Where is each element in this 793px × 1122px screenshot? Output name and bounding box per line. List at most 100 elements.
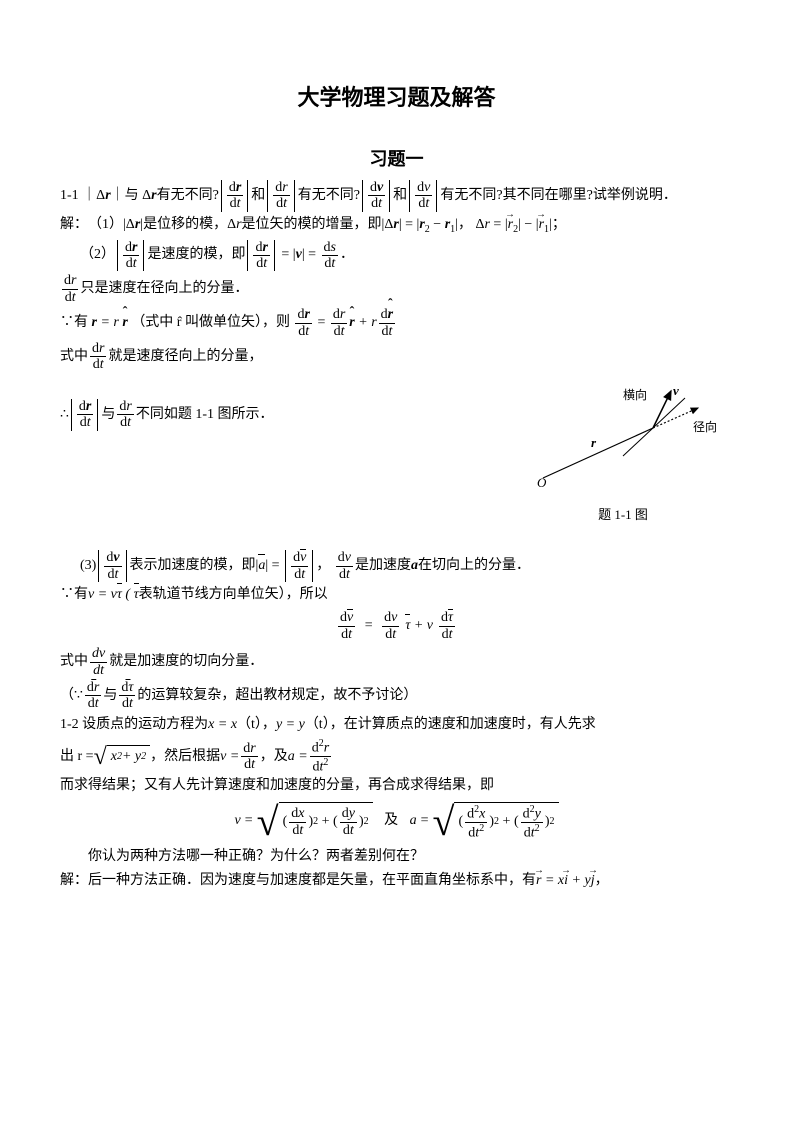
frac-drdt-bold-1: drdt [219, 180, 251, 212]
sol-label-2: 解： [60, 870, 88, 892]
frac-drdt-plain-3: drdt [90, 341, 106, 373]
frac-drdt-bold-3: drdt [245, 240, 277, 272]
q1-p10-line: （ ∵ drdt 与 dτdt 的运算较复杂，超出教材规定，故不予讨论） [60, 680, 733, 712]
frac-dvdt-scalar: dvdt [336, 550, 353, 582]
eq-r-rhat: r = r r [92, 312, 128, 334]
frac-drdt-plain-2: drdt [62, 273, 78, 305]
frac-drdt-bold-2: drdt [115, 240, 147, 272]
figure-caption: 题 1-1 图 [513, 505, 733, 526]
frac-dtauhatdt: dτdt [119, 680, 135, 712]
q2-line1: 1-2 设质点的运动方程为 x = x （t）， y = y （t），在计算质点… [60, 714, 733, 736]
q1-p10-b: 与 [103, 685, 117, 707]
frac-drdt-plain-1: drdt [265, 180, 297, 212]
q1-p3-line: drdt 只是速度在径向上的分量． [60, 273, 733, 305]
q1-text-f: 和 [393, 185, 407, 207]
frac-dvdt-bold-2: dvdt [96, 550, 129, 582]
frac-drhatdt: drdt [85, 680, 101, 712]
q1-p3: 只是速度在径向上的分量． [80, 278, 248, 300]
q2-line2: 出 r = √x2 + y2 ，然后根据 v = drdt ，及 a = d2r… [60, 738, 733, 797]
eq-abar: |a| = [256, 555, 284, 577]
q1-p8-line: ∵有 v = vτ ( τ 表轨道节线方向单位矢），所以 [60, 584, 733, 606]
fig-label-O: O [537, 475, 547, 490]
period-1: ． [340, 244, 354, 266]
frac-dvbardt: dvdt [283, 550, 316, 582]
because-1: ∵有 [60, 312, 88, 334]
q2-eq-x: x = x [208, 714, 237, 736]
q2-text-d: ，然后根据 [150, 746, 220, 768]
q2-text-g: 你认为两种方法哪一种正确？为什么？两者差别何在？ [60, 846, 733, 868]
q2-eq-a: a = [288, 746, 308, 768]
q2-text-h: 后一种方法正确．因为速度与加速度都是矢量，在平面直角坐标系中，有 [88, 870, 536, 892]
q2-text-b: （t），在计算质点的速度和加速度时，有人先求 [305, 714, 596, 736]
eq-drdt-left: drdt [295, 307, 311, 339]
frac-dvdt-plain-1: dvdt [407, 180, 440, 212]
figure-1-1: O r v 径向 横向 [523, 383, 723, 501]
q1-line1: 1-1 ｜Δ r ｜与 Δ r 有无不同? drdt 和 drdt 有无不同? … [60, 180, 733, 212]
fig-label-radial: 径向 [693, 419, 717, 434]
eq-dr2: Δr = |r2| − |r1| [475, 214, 551, 238]
q1-p1-c: 是位矢的模的增量，即 [242, 214, 382, 236]
q1-p1-b: 是位移的模，Δ [143, 214, 236, 236]
page-title: 大学物理习题及解答 [60, 80, 733, 115]
q1-p7-b: 是加速度 [355, 555, 411, 577]
q2-sol-line: 解： 后一种方法正确．因为速度与加速度都是矢量，在平面直角坐标系中，有 r = … [60, 870, 733, 892]
q1-p7-a: 表示加速度的模，即 [130, 555, 256, 577]
comma-1: ， [458, 214, 472, 236]
q1-p6-b: 不同如题 1-1 图所示． [136, 404, 274, 426]
frac-drdt-v: drdt [241, 741, 257, 773]
q2-text-c: 出 r = [60, 746, 94, 768]
q2-big-eq: v= √ (dxdt)2 + (dydt)2 及 a= √ (d2xdt2)2 … [60, 802, 733, 842]
eq-v-vtau: v = vτ ( τ [88, 584, 139, 606]
q1-p5-b: 就是速度径向上的分量， [108, 346, 262, 368]
eq-drdt-term1: drdt [331, 307, 347, 339]
q1-p7-line: (3) dvdt 表示加速度的模，即 |a| = dvdt ， dvdt 是加速… [80, 550, 733, 582]
q1-sol1: 解： （1） |Δr| 是位移的模，Δ r 是位矢的模的增量，即 |Δr| = … [60, 214, 733, 238]
eq-drdt-term2: drdt [379, 307, 395, 339]
q2-text-a: 设质点的运动方程为 [82, 714, 208, 736]
because-3: ∵ [74, 685, 83, 707]
q1-p2-b: 是速度的模，即 [147, 244, 245, 266]
eq-speed-1: = |v| = [278, 244, 320, 266]
eq-rhat-plus: r + r [349, 312, 376, 334]
q1-p9-b: 就是加速度的切向分量． [109, 651, 263, 673]
q1-sol2: （2） drdt 是速度的模，即 drdt = |v| = dsdt ． [80, 240, 733, 272]
semicolon-1: ； [552, 214, 566, 236]
q1-p7-c: 在切向上的分量． [418, 555, 530, 577]
q1-text-d: 和 [251, 185, 265, 207]
q1-text-c: 有无不同? [157, 185, 219, 207]
q1-p5-line: 式中 drdt 就是速度径向上的分量， [60, 341, 733, 373]
q1-p4-note: （式中 r̂ 叫做单位矢），则 [131, 312, 290, 334]
q1-text-g: 有无不同?其不同在哪里?试举例说明． [440, 185, 676, 207]
fig-label-tangential: 横向 [623, 387, 647, 402]
abs-delta-r: |Δr| [123, 214, 143, 236]
q1-p8-note: 表轨道节线方向单位矢），所以 [139, 584, 328, 606]
q1-p10-a: （ [60, 685, 74, 707]
sqrt-xy: √x2 + y2 [94, 745, 151, 769]
bold-a: a [411, 555, 418, 577]
therefore-1: ∴ [60, 404, 69, 426]
q1-p5-a: 式中 [60, 346, 88, 368]
frac-dsdt: dsdt [322, 240, 338, 272]
comma-2: ， [316, 555, 330, 577]
q1-text-e: 有无不同? [298, 185, 360, 207]
because-2: ∵有 [60, 584, 88, 606]
q1-p6-line: ∴ drdt 与 drdt 不同如题 1-1 图所示． [60, 399, 513, 431]
q2-text-f: 而求得结果；又有人先计算速度和加速度的分量，再合成求得结果，即 [60, 775, 494, 797]
q1-p1-a: （1） [88, 214, 123, 236]
q1-text-b: ｜与 Δ [111, 185, 152, 207]
q1-p6-a: 与 [101, 404, 115, 426]
sol-label-1: 解： [60, 214, 88, 236]
frac-d2rdt2: d2rdt2 [310, 738, 331, 775]
q1-p9-a: 式中 [60, 651, 88, 673]
frac-drdt-bold-4: drdt [69, 399, 101, 431]
q1-p7-num: (3) [80, 555, 96, 577]
fig-label-r: r [591, 435, 597, 450]
frac-drdt-plain-4: drdt [117, 399, 133, 431]
q2-and: 及 [384, 810, 398, 832]
eq-dvdt-expand: dvdt = dvdt τ + v dτdt [60, 610, 733, 642]
q2-paren-t-1: （t）， [237, 714, 276, 736]
frac-dvdt-bold-1: dvdt [360, 180, 393, 212]
q1-p2-a: （2） [80, 244, 115, 266]
q2-eq-v: v = [220, 746, 239, 768]
q2-text-e: ，及 [260, 746, 288, 768]
